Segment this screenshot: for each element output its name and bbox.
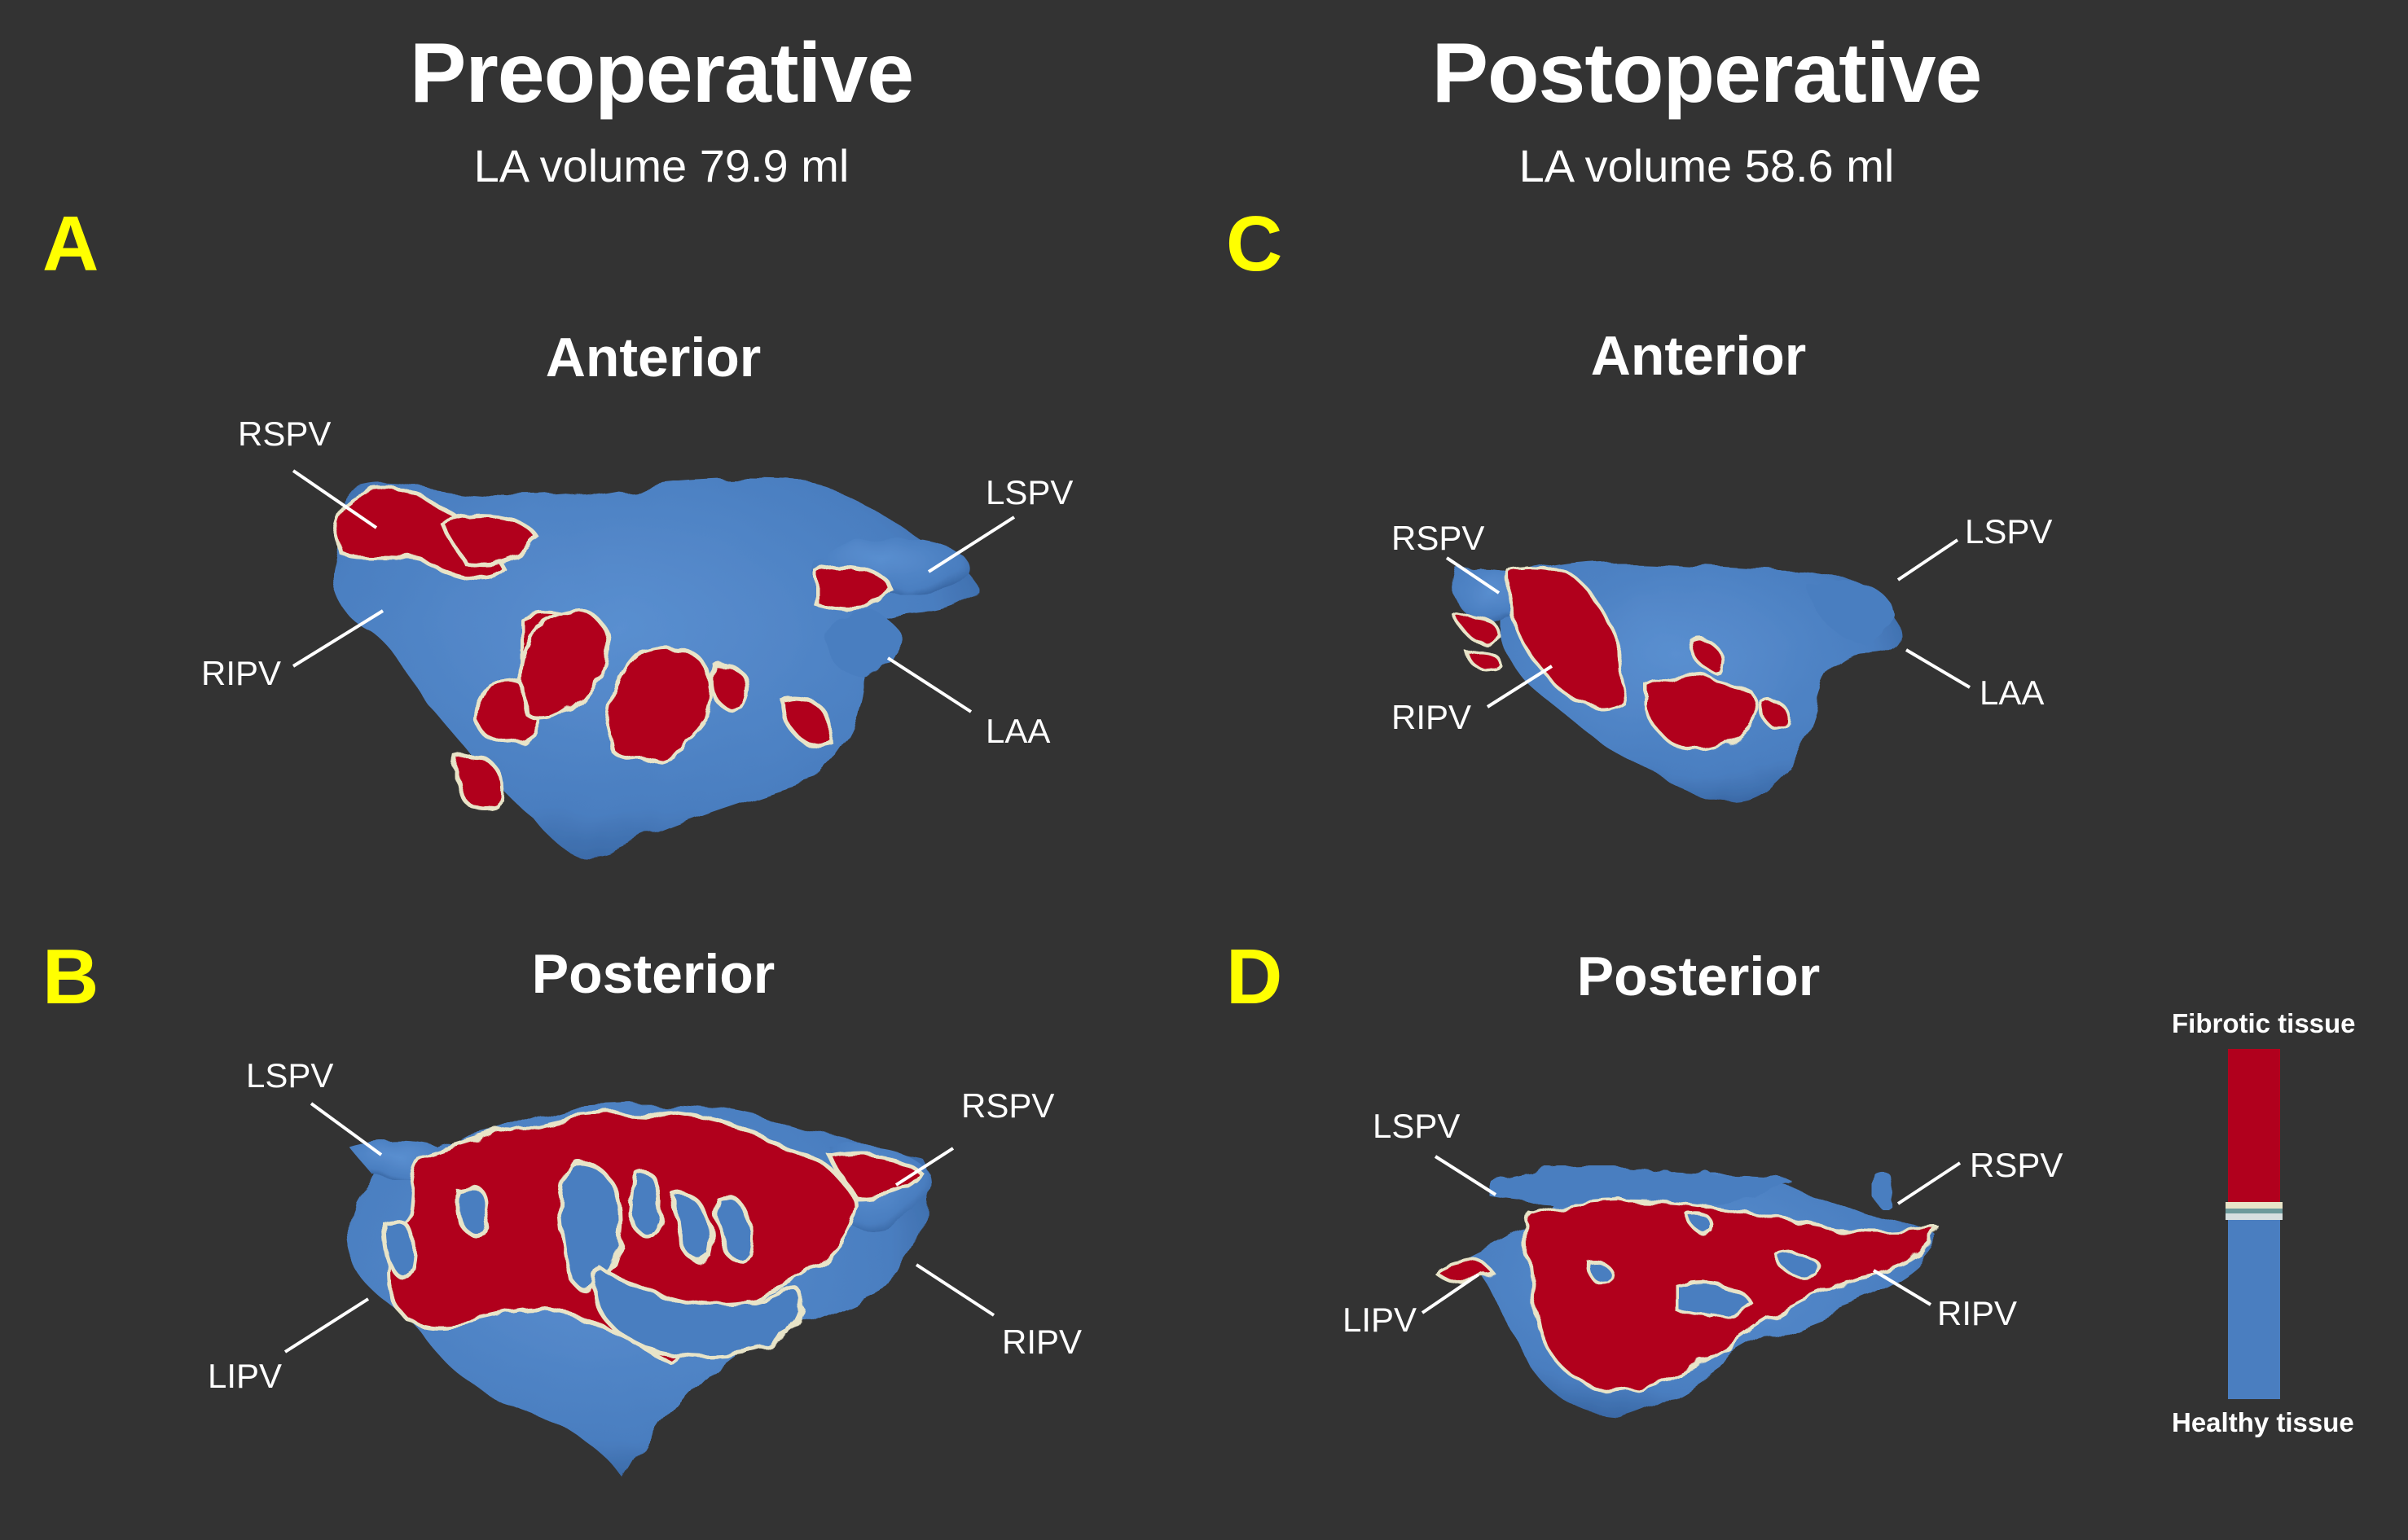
label-c-laa: LAA: [1980, 673, 2045, 712]
label-d-lspv: LSPV: [1373, 1107, 1461, 1145]
label-d-lipv: LIPV: [1342, 1301, 1417, 1339]
la-model-c: [1455, 562, 1898, 799]
label-a-lspv: LSPV: [986, 473, 1074, 511]
label-b-rspv: RSPV: [961, 1086, 1055, 1125]
label-d-rspv: RSPV: [1970, 1146, 2063, 1184]
panel-letter-b: B: [42, 933, 99, 1020]
panel-letter-c: C: [1226, 200, 1283, 287]
preoperative-title: Preoperative: [409, 26, 914, 121]
postoperative-title: Postoperative: [1431, 26, 1983, 121]
la-model-b: [349, 1103, 930, 1482]
panel-letter-a: A: [42, 200, 99, 287]
label-a-ripv: RIPV: [201, 654, 282, 692]
label-c-rspv: RSPV: [1391, 519, 1485, 557]
label-b-lipv: LIPV: [208, 1357, 283, 1395]
view-title-d: Posterior: [1576, 945, 1821, 1007]
label-c-ripv: RIPV: [1391, 698, 1472, 736]
view-title-b: Posterior: [531, 943, 776, 1005]
legend-color-bar: [2226, 1049, 2283, 1399]
label-d-ripv: RIPV: [1937, 1294, 2018, 1332]
panel-letter-d: D: [1226, 933, 1283, 1020]
label-a-laa: LAA: [986, 712, 1051, 750]
label-b-ripv: RIPV: [1002, 1323, 1083, 1361]
label-c-lspv: LSPV: [1965, 512, 2053, 551]
leader-lines: [283, 469, 1971, 1354]
preoperative-volume: LA volume 79.9 ml: [473, 140, 850, 191]
legend-fibrotic-label: Fibrotic tissue: [2172, 1008, 2356, 1038]
label-a-rspv: RSPV: [238, 415, 332, 453]
postoperative-volume: LA volume 58.6 ml: [1518, 140, 1895, 191]
label-b-lspv: LSPV: [246, 1056, 334, 1095]
la-model-d: [1430, 1167, 1941, 1417]
view-title-a: Anterior: [545, 327, 762, 388]
la-model-a: [332, 479, 973, 855]
legend-healthy-label: Healthy tissue: [2172, 1407, 2354, 1437]
view-title-c: Anterior: [1590, 325, 1807, 387]
